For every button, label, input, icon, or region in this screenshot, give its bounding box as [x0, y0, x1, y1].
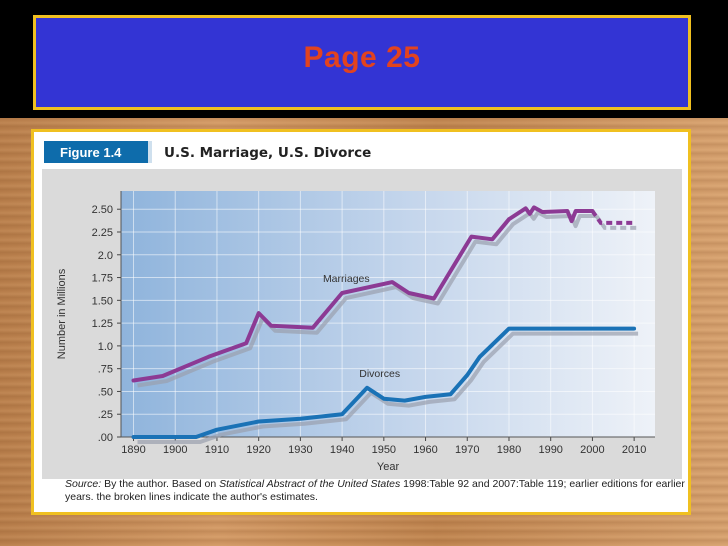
x-tick-label: 1910: [205, 444, 229, 456]
x-tick-label: 1890: [121, 444, 145, 456]
figure-panel: Figure 1.4 U.S. Marriage, U.S. Divorce 1…: [31, 129, 691, 515]
x-tick-label: 1960: [413, 444, 437, 456]
marriages-line: [131, 205, 595, 383]
y-tick-label: 2.0: [98, 250, 113, 262]
series-label-marriages: Marriages: [323, 273, 370, 285]
chart-frame: 1890 1900 1910 1920 1930 1940 1950 1960 1970 1980…: [42, 169, 682, 479]
y-tick-label: .50: [98, 386, 113, 398]
slide-title: Page 25: [303, 40, 421, 74]
x-axis-label: Year: [377, 461, 400, 473]
x-tick-label: 1930: [288, 444, 312, 456]
source-note: Source: By the author. Based on Statisti…: [65, 478, 685, 504]
y-tick-label: .75: [98, 364, 113, 376]
x-tick-label: 1950: [372, 444, 396, 456]
x-tick-label: 1990: [538, 444, 562, 456]
figure-title: U.S. Marriage, U.S. Divorce: [164, 145, 372, 161]
y-tick-label: 1.50: [92, 295, 113, 307]
source-prefix: Source:: [65, 478, 102, 490]
divorces-shadow: [137, 331, 639, 444]
divorces-line: [131, 326, 637, 439]
y-tick-label: 2.25: [92, 227, 113, 239]
source-rest: 1998:Table 92 and 2007:Table 119; earlie…: [65, 478, 685, 503]
y-tick-label: 2.50: [92, 204, 113, 216]
marriages-estimate-line: [590, 209, 635, 225]
x-tick-label: 1900: [163, 444, 187, 456]
figure-label-stripe: [148, 141, 152, 163]
x-tick-label: 1980: [497, 444, 521, 456]
x-tick-label: 1920: [246, 444, 270, 456]
y-tick-label: 1.75: [92, 273, 113, 285]
figure-label: Figure 1.4: [44, 141, 148, 163]
x-tick-label: 1970: [455, 444, 479, 456]
x-tick-label: 2000: [580, 444, 604, 456]
x-tick-label: 1940: [330, 444, 354, 456]
line-chart: 1890 1900 1910 1920 1930 1940 1950 1960 1970 1980…: [56, 191, 655, 473]
y-axis-label: Number in Millions: [56, 268, 68, 359]
marriages-shadow: [137, 210, 597, 388]
y-tick-label: .25: [98, 409, 113, 421]
y-tick-label: 1.0: [98, 341, 113, 353]
y-tick-label: 1.25: [92, 318, 113, 330]
series-label-divorces: Divorces: [359, 368, 400, 380]
source-text: By the author. Based on: [101, 478, 220, 490]
title-panel: Page 25: [33, 15, 691, 110]
y-tick-label: .00: [98, 432, 113, 444]
source-italic: Statistical Abstract of the United State…: [219, 478, 401, 490]
x-tick-label: 2010: [622, 444, 646, 456]
